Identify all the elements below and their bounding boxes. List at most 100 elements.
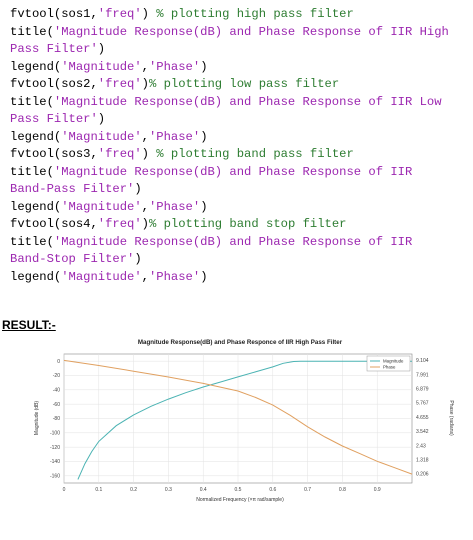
- code-line: legend('Magnitude','Phase'): [10, 269, 470, 287]
- code-string: 'Phase': [148, 59, 201, 74]
- code-line: fvtool(sos3,'freq') % plotting band pass…: [10, 146, 470, 164]
- x-tick-label: 0.8: [339, 487, 346, 493]
- y-tick-label: -60: [53, 402, 60, 408]
- code-line: fvtool(sos2,'freq')% plotting low pass f…: [10, 76, 470, 94]
- y-tick-label: -40: [53, 388, 60, 394]
- code-line: legend('Magnitude','Phase'): [10, 129, 470, 147]
- code-text: title(: [10, 164, 54, 179]
- code-string: 'freq': [97, 7, 142, 21]
- code-string: 'Magnitude': [61, 199, 142, 214]
- code-string: 'Magnitude': [61, 269, 142, 284]
- code-string: 'Magnitude Response(dB) and Phase Respon…: [53, 164, 413, 179]
- x-tick-label: 0.4: [200, 487, 207, 493]
- x-tick-label: 0.5: [235, 487, 242, 493]
- code-line: fvtool(sos1,'freq') % plotting high pass…: [10, 6, 470, 24]
- y-tick-label: 0: [57, 359, 60, 365]
- code-text: ): [97, 42, 106, 56]
- code-string: 'freq': [97, 217, 142, 231]
- y-right-tick-label: 1.318: [416, 457, 429, 463]
- code-text: ): [200, 129, 208, 144]
- code-string: 'Phase': [148, 269, 201, 284]
- code-text: legend(: [10, 199, 62, 214]
- code-text: ): [200, 59, 208, 74]
- chart-title: Magnitude Response(dB) and Phase Responc…: [138, 339, 343, 346]
- code-string: Band-Pass Filter': [10, 182, 135, 196]
- x-tick-label: 0.7: [304, 487, 311, 493]
- code-text: fvtool(sos3,: [10, 147, 98, 161]
- code-text: legend(: [10, 129, 62, 144]
- code-text: ): [134, 252, 142, 266]
- code-text: ): [200, 269, 208, 284]
- code-text: ): [141, 217, 149, 231]
- code-string: 'Magnitude Response(dB) and Phase Respon…: [53, 24, 449, 39]
- y-axis-label: Magnitude (dB): [34, 401, 40, 436]
- matlab-code-block: fvtool(sos1,'freq') % plotting high pass…: [10, 6, 470, 286]
- code-text: title(: [10, 24, 54, 39]
- code-line: title('Magnitude Response(dB) and Phase …: [10, 24, 470, 42]
- code-comment: % plotting band stop filter: [148, 217, 347, 231]
- code-string: Pass Filter': [10, 112, 98, 126]
- y-right-tick-label: 6.879: [416, 386, 429, 392]
- y-right-tick-label: 0.206: [416, 472, 429, 478]
- y-tick-label: -140: [50, 459, 60, 465]
- code-text: fvtool(sos2,: [10, 77, 98, 91]
- result-heading: RESULT:-: [2, 318, 56, 332]
- x-tick-label: 0.9: [374, 487, 381, 493]
- y-right-tick-label: 2.43: [416, 443, 426, 449]
- code-string: Pass Filter': [10, 42, 98, 56]
- code-text: ,: [141, 199, 149, 214]
- x-tick-label: 0.2: [130, 487, 137, 493]
- code-line: Band-Pass Filter'): [10, 181, 470, 199]
- code-text: fvtool(sos1,: [10, 7, 98, 21]
- code-comment: % plotting low pass filter: [148, 77, 340, 91]
- code-comment: % plotting high pass filter: [156, 7, 354, 21]
- x-tick-label: 0.6: [269, 487, 276, 493]
- code-string: 'Phase': [148, 199, 201, 214]
- code-text: ): [141, 77, 149, 91]
- magnitude-series-line: [77, 360, 412, 480]
- code-string: 'Magnitude Response(dB) and Phase Respon…: [53, 234, 413, 249]
- y-axis-right-label: Phase (radians): [448, 400, 454, 436]
- y-tick-label: -80: [53, 416, 60, 422]
- code-string: 'Magnitude': [61, 59, 142, 74]
- y-right-tick-label: 4.655: [416, 415, 429, 421]
- code-text: ,: [141, 129, 149, 144]
- code-text: legend(: [10, 59, 62, 74]
- code-string: Band-Stop Filter': [10, 252, 135, 266]
- y-tick-label: -120: [50, 445, 60, 451]
- code-text: title(: [10, 234, 54, 249]
- y-right-tick-label: 7.991: [416, 372, 429, 378]
- code-line: legend('Magnitude','Phase'): [10, 199, 470, 217]
- code-text: ): [134, 182, 142, 196]
- legend-label-phase: Phase: [383, 365, 396, 370]
- code-string: 'Magnitude Response(dB) and Phase Respon…: [53, 94, 442, 109]
- filter-response-chart: Magnitude Response(dB) and Phase Responc…: [20, 334, 460, 504]
- code-text: legend(: [10, 269, 62, 284]
- code-string: 'freq': [97, 147, 142, 161]
- y-right-tick-label: 5.767: [416, 401, 429, 407]
- code-line: title('Magnitude Response(dB) and Phase …: [10, 164, 470, 182]
- code-text: title(: [10, 94, 54, 109]
- code-text: ): [141, 7, 157, 21]
- code-string: 'Phase': [148, 129, 201, 144]
- code-line: legend('Magnitude','Phase'): [10, 59, 470, 77]
- code-line: Pass Filter'): [10, 111, 470, 129]
- code-line: fvtool(sos4,'freq')% plotting band stop …: [10, 216, 470, 234]
- code-line: title('Magnitude Response(dB) and Phase …: [10, 94, 470, 112]
- code-string: 'freq': [97, 77, 142, 91]
- code-text: ,: [141, 59, 149, 74]
- y-tick-label: -100: [50, 431, 60, 437]
- code-line: Band-Stop Filter'): [10, 251, 470, 269]
- x-tick-label: 0.3: [165, 487, 172, 493]
- legend-label-magnitude: Magnitude: [383, 359, 404, 364]
- phase-series-line: [63, 359, 413, 475]
- x-tick-label: 0.1: [95, 487, 102, 493]
- y-tick-label: -160: [50, 474, 60, 480]
- code-text: ): [97, 112, 106, 126]
- y-right-tick-label: 3.542: [416, 429, 429, 435]
- x-tick-label: 0: [63, 487, 66, 493]
- code-line: Pass Filter'): [10, 41, 470, 59]
- code-text: ): [141, 147, 157, 161]
- x-axis-label: Normalized Frequency (×π rad/sample): [196, 497, 284, 503]
- code-string: 'Magnitude': [61, 129, 142, 144]
